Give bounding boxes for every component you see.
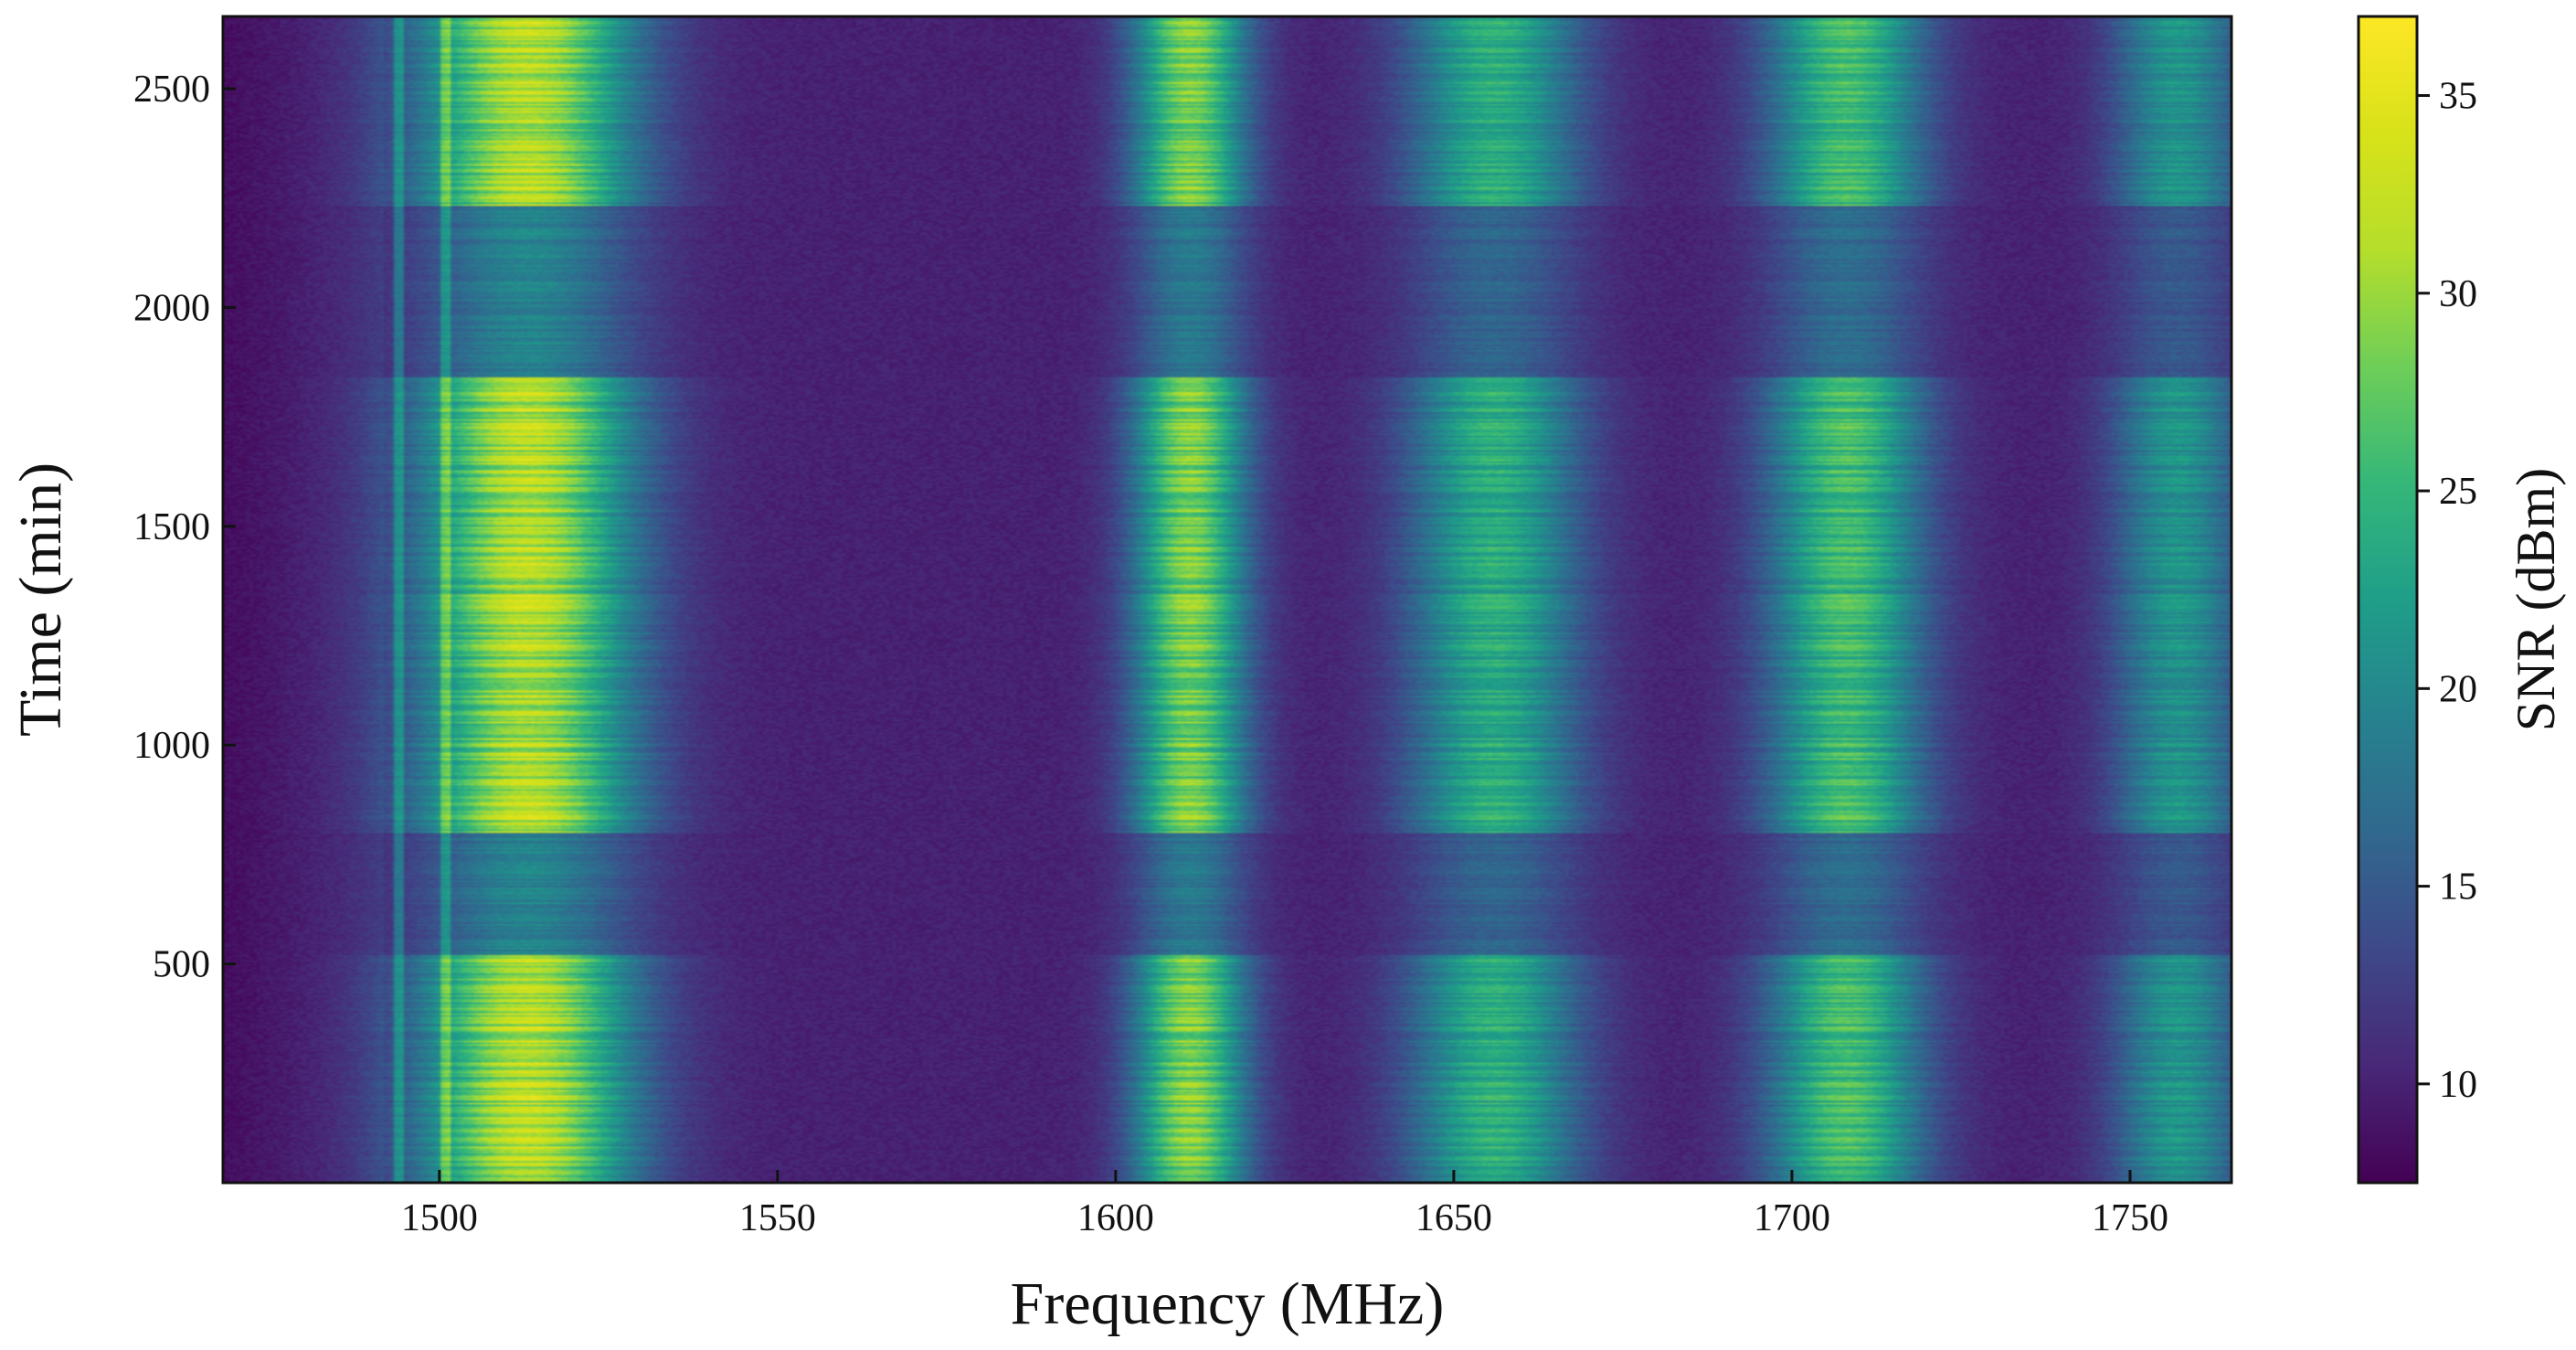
colorbar-title: SNR (dBm)	[2506, 468, 2566, 731]
x-tick-label: 1700	[1754, 1197, 1830, 1239]
y-tick-label: 500	[153, 944, 210, 986]
colorbar-tick-label: 15	[2439, 866, 2477, 909]
y-tick-label: 1500	[133, 506, 210, 548]
y-tick-label: 1000	[133, 725, 210, 767]
y-tick-label: 2500	[133, 69, 210, 111]
x-axis-ticks: 1500 1550 1600 1650 1700 1750	[401, 1170, 2168, 1239]
y-axis-ticks: 500 1000 1500 2000 2500	[133, 69, 236, 986]
colorbar-tick-label: 35	[2439, 76, 2477, 118]
colorbar	[2357, 15, 2419, 1185]
colorbar-tick-label: 20	[2439, 668, 2477, 710]
colorbar-tick-label: 10	[2439, 1064, 2477, 1106]
y-axis-title: Time (min)	[7, 462, 74, 737]
plot-frame	[221, 15, 2233, 1185]
x-tick-label: 1650	[1415, 1197, 1492, 1239]
x-axis-title: Frequency (MHz)	[1011, 1270, 1445, 1337]
colorbar-tick-label: 30	[2439, 273, 2477, 315]
x-tick-label: 1550	[739, 1197, 816, 1239]
x-tick-label: 1750	[2092, 1197, 2168, 1239]
y-tick-label: 2000	[133, 287, 210, 329]
x-tick-label: 1600	[1077, 1197, 1154, 1239]
heatmap-image	[223, 16, 2231, 1183]
x-tick-label: 1500	[401, 1197, 478, 1239]
colorbar-tick-label: 25	[2439, 471, 2477, 513]
colorbar-ticks: 10 15 20 25 30 35	[2417, 76, 2477, 1106]
